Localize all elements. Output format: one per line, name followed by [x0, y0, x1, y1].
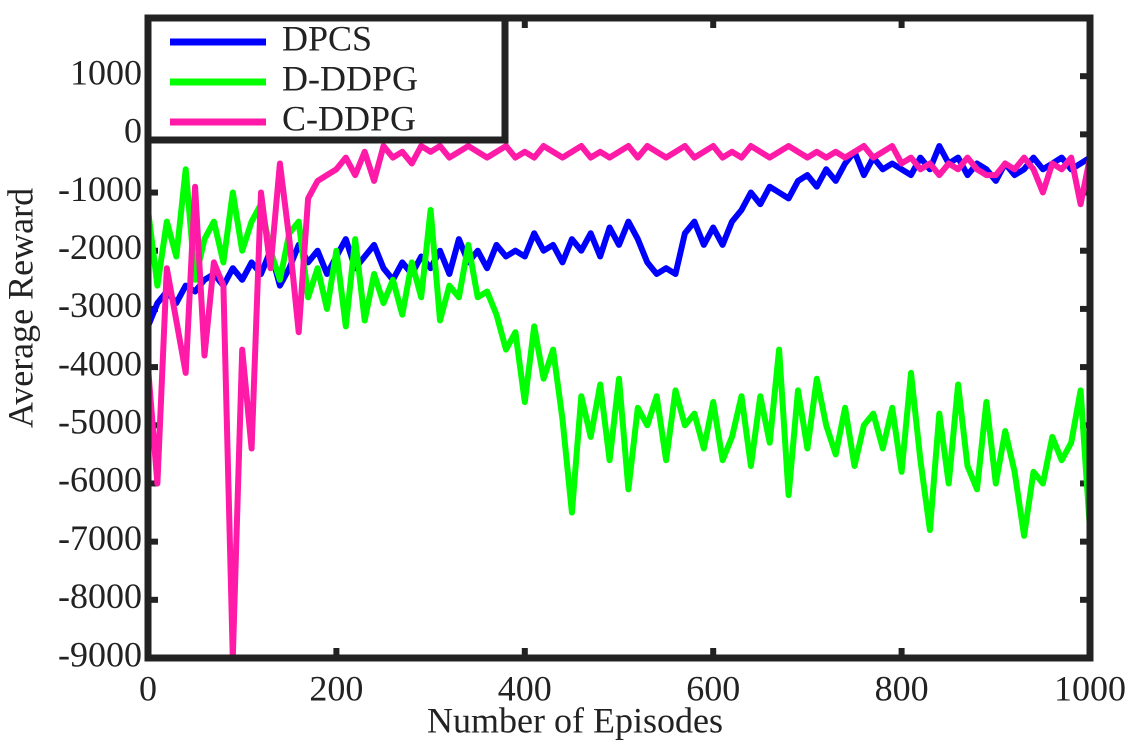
x-tick-label: 600 [686, 668, 740, 708]
x-axis-title: Number of Episodes [427, 700, 723, 740]
y-tick-label: -3000 [58, 285, 142, 325]
y-tick-label: -5000 [58, 402, 142, 442]
y-tick-label: -8000 [58, 576, 142, 616]
x-tick-label: 200 [309, 668, 363, 708]
y-axis-title: Average Reward [0, 188, 40, 428]
y-tick-label: -7000 [58, 518, 142, 558]
y-tick-label: -9000 [58, 634, 142, 674]
y-tick-label: 1000 [70, 52, 142, 92]
legend-label: DPCS [282, 18, 372, 58]
series-line [145, 143, 1093, 661]
x-tick-label: 1000 [1054, 668, 1126, 708]
y-tick-label: 0 [124, 111, 142, 151]
y-tick-label: -4000 [58, 343, 142, 383]
x-tick-label: 0 [139, 668, 157, 708]
x-tick-label: 800 [875, 668, 929, 708]
x-tick-label: 400 [498, 668, 552, 708]
y-tick-label: -6000 [58, 460, 142, 500]
legend-label: C-DDPG [282, 98, 416, 138]
plot-frame [144, 14, 1094, 662]
y-tick-label: -2000 [58, 227, 142, 267]
y-tick-label: -1000 [58, 169, 142, 209]
legend-label: D-DDPG [282, 58, 418, 98]
